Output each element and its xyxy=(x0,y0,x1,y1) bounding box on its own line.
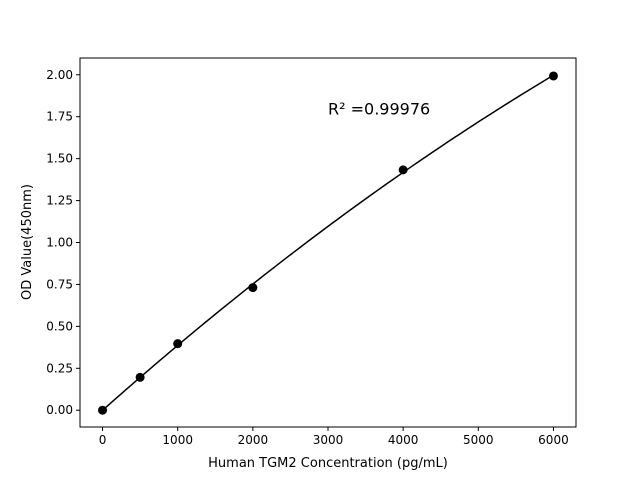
x-axis-label: Human TGM2 Concentration (pg/mL) xyxy=(208,456,448,471)
fit-curve xyxy=(102,74,554,411)
x-tick-label: 3000 xyxy=(313,433,344,447)
data-point xyxy=(398,165,408,175)
y-tick-label: 0.75 xyxy=(46,277,73,291)
y-tick-label: 2.00 xyxy=(46,68,73,82)
data-point xyxy=(98,405,108,415)
x-tick-label: 1000 xyxy=(162,433,193,447)
x-tick-label: 0 xyxy=(99,433,107,447)
y-tick-label: 0.50 xyxy=(46,319,73,333)
x-tick-label: 4000 xyxy=(388,433,419,447)
data-point xyxy=(548,71,558,81)
y-tick-label: 1.00 xyxy=(46,236,73,250)
r-squared-annotation: R² =0.99976 xyxy=(328,99,430,118)
y-axis-label: OD Value(450nm) xyxy=(20,184,35,300)
y-tick-label: 1.75 xyxy=(46,110,73,124)
y-tick-label: 0.25 xyxy=(46,361,73,375)
data-point xyxy=(248,283,258,293)
data-point xyxy=(173,339,183,349)
x-tick-label: 6000 xyxy=(538,433,569,447)
x-tick-label: 5000 xyxy=(463,433,494,447)
y-tick-label: 1.25 xyxy=(46,194,73,208)
data-point xyxy=(135,372,145,382)
y-tick-label: 1.50 xyxy=(46,152,73,166)
x-tick-label: 2000 xyxy=(238,433,269,447)
y-tick-label: 0.00 xyxy=(46,403,73,417)
